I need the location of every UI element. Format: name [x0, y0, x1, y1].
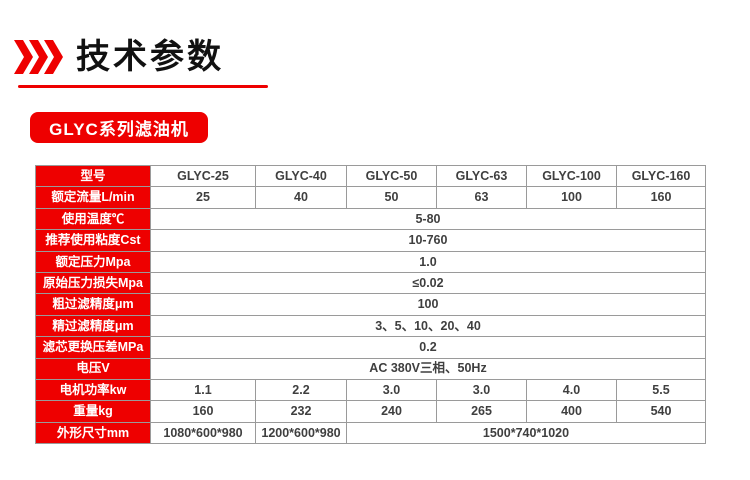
- model-header-cell: GLYC-160: [616, 164, 706, 188]
- spec-label-cell: 电机功率kw: [35, 378, 151, 402]
- spec-value-cell: 400: [526, 400, 617, 423]
- model-header-cell: GLYC-50: [346, 164, 437, 188]
- model-header-cell: GLYC-40: [255, 164, 347, 188]
- spec-value-cell: 232: [255, 400, 347, 423]
- spec-value-cell: 265: [436, 400, 527, 423]
- spec-value-cell: 25: [150, 186, 256, 209]
- spec-value-cell: 50: [346, 186, 437, 209]
- model-header-cell: GLYC-63: [436, 164, 527, 188]
- spec-label-cell: 原始压力损失Mpa: [35, 271, 151, 295]
- spec-label-cell: 粗过滤精度μm: [35, 293, 151, 316]
- spec-value-cell: 1500*740*1020: [346, 421, 706, 445]
- table-row: 额定流量L/min 25 40 50 63 100 160: [35, 186, 706, 209]
- spec-value-cell: 100: [526, 186, 617, 209]
- spec-value-cell: 2.2: [255, 378, 347, 402]
- table-row: 精过滤精度μm 3、5、10、20、40: [35, 314, 706, 338]
- spec-value-cell: 1200*600*980: [255, 421, 347, 445]
- table-row: 原始压力损失Mpa ≤0.02: [35, 271, 706, 295]
- spec-value-cell: 3.0: [346, 378, 437, 402]
- spec-value-cell: 5.5: [616, 378, 706, 402]
- title-block: 技术参数: [14, 38, 268, 88]
- page-title: 技术参数: [76, 38, 224, 76]
- spec-label-cell: 额定流量L/min: [35, 186, 151, 209]
- spec-value-cell: 10-760: [150, 229, 706, 252]
- table-row: 电压V AC 380V三相、50Hz: [35, 357, 706, 380]
- spec-value-cell: 240: [346, 400, 437, 423]
- spec-value-cell: 40: [255, 186, 347, 209]
- table-row: 滤芯更换压差MPa 0.2: [35, 336, 706, 359]
- title-underline: [18, 85, 268, 88]
- spec-label-cell: 额定压力Mpa: [35, 250, 151, 273]
- spec-label-cell: 精过滤精度μm: [35, 314, 151, 338]
- spec-table-wrap: 型号 GLYC-25 GLYC-40 GLYC-50 GLYC-63 GLYC-100 G…: [35, 164, 706, 445]
- spec-value-cell: 3.0: [436, 378, 527, 402]
- spec-value-cell: 1.1: [150, 378, 256, 402]
- spec-label-cell: 电压V: [35, 357, 151, 380]
- spec-label-cell: 使用温度℃: [35, 207, 151, 231]
- table-body: 额定流量L/min 25 40 50 63 100 160 使用温度℃ 5-80 推荐使用粘度Cs…: [35, 186, 706, 445]
- spec-value-cell: ≤0.02: [150, 271, 706, 295]
- spec-value-cell: 1080*600*980: [150, 421, 256, 445]
- spec-table: 型号 GLYC-25 GLYC-40 GLYC-50 GLYC-63 GLYC-100 G…: [35, 164, 706, 445]
- triple-chevron-icon: [14, 40, 63, 74]
- table-row: 重量kg 160 232 240 265 400 540: [35, 400, 706, 423]
- table-row: 使用温度℃ 5-80: [35, 207, 706, 231]
- spec-value-cell: 540: [616, 400, 706, 423]
- header-model-label-cell: 型号: [35, 164, 151, 188]
- spec-value-cell: 0.2: [150, 336, 706, 359]
- table-row: 粗过滤精度μm 100: [35, 293, 706, 316]
- spec-value-cell: 160: [616, 186, 706, 209]
- spec-value-cell: 4.0: [526, 378, 617, 402]
- spec-label-cell: 滤芯更换压差MPa: [35, 336, 151, 359]
- spec-value-cell: 160: [150, 400, 256, 423]
- spec-label-cell: 外形尺寸mm: [35, 421, 151, 445]
- table-header-row: 型号 GLYC-25 GLYC-40 GLYC-50 GLYC-63 GLYC-100 G…: [35, 164, 706, 188]
- spec-value-cell: 63: [436, 186, 527, 209]
- table-row: 推荐使用粘度Cst 10-760: [35, 229, 706, 252]
- spec-value-cell: 100: [150, 293, 706, 316]
- series-badge: GLYC系列滤油机: [30, 112, 208, 143]
- spec-label-cell: 推荐使用粘度Cst: [35, 229, 151, 252]
- spec-value-cell: 1.0: [150, 250, 706, 273]
- table-row: 外形尺寸mm 1080*600*980 1200*600*980 1500*740*1…: [35, 421, 706, 445]
- spec-value-cell: 3、5、10、20、40: [150, 314, 706, 338]
- table-row: 额定压力Mpa 1.0: [35, 250, 706, 273]
- model-header-cell: GLYC-25: [150, 164, 256, 188]
- spec-label-cell: 重量kg: [35, 400, 151, 423]
- table-row: 电机功率kw 1.1 2.2 3.0 3.0 4.0 5.5: [35, 378, 706, 402]
- model-header-cell: GLYC-100: [526, 164, 617, 188]
- spec-value-cell: 5-80: [150, 207, 706, 231]
- spec-value-cell: AC 380V三相、50Hz: [150, 357, 706, 380]
